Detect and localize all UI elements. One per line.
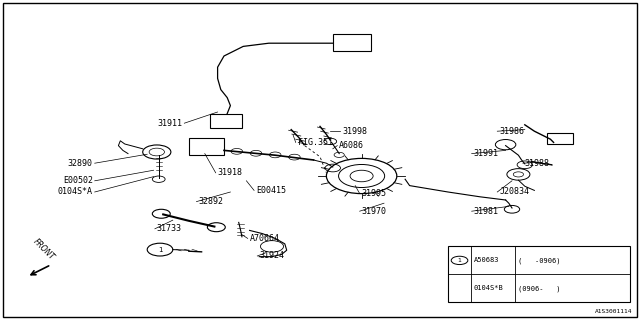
Bar bbox=[210, 114, 242, 128]
Text: E00415: E00415 bbox=[256, 186, 286, 195]
Bar bbox=[448, 246, 630, 302]
Text: FRONT: FRONT bbox=[31, 237, 56, 262]
Text: 31998: 31998 bbox=[342, 127, 367, 136]
Text: A6086: A6086 bbox=[339, 141, 364, 150]
Text: 31981: 31981 bbox=[474, 207, 499, 216]
Text: 1: 1 bbox=[157, 247, 163, 252]
Text: 31991: 31991 bbox=[474, 149, 499, 158]
Text: 31988: 31988 bbox=[525, 159, 550, 168]
Text: 31995: 31995 bbox=[362, 189, 387, 198]
Text: E00502: E00502 bbox=[63, 176, 93, 185]
Text: 0104S*B: 0104S*B bbox=[474, 285, 503, 292]
Text: (   -0906): ( -0906) bbox=[518, 257, 560, 264]
Text: 1: 1 bbox=[458, 258, 461, 263]
Text: 32890: 32890 bbox=[68, 159, 93, 168]
Text: 0104S*A: 0104S*A bbox=[58, 188, 93, 196]
Text: 31924: 31924 bbox=[259, 252, 284, 260]
Text: FIG.351: FIG.351 bbox=[298, 138, 333, 147]
Bar bbox=[333, 34, 371, 51]
Text: A50683: A50683 bbox=[474, 257, 499, 263]
Text: 31986: 31986 bbox=[499, 127, 524, 136]
Text: A70664: A70664 bbox=[250, 234, 280, 243]
Text: (0906-   ): (0906- ) bbox=[518, 285, 560, 292]
Text: 32892: 32892 bbox=[198, 197, 223, 206]
Text: J20834: J20834 bbox=[499, 188, 529, 196]
Text: 31970: 31970 bbox=[362, 207, 387, 216]
Text: 31733: 31733 bbox=[157, 224, 182, 233]
Text: 31918: 31918 bbox=[218, 168, 243, 177]
Bar bbox=[547, 133, 573, 144]
Bar bbox=[189, 138, 224, 155]
Text: A1S3001114: A1S3001114 bbox=[595, 309, 632, 314]
Text: 31911: 31911 bbox=[157, 119, 182, 128]
